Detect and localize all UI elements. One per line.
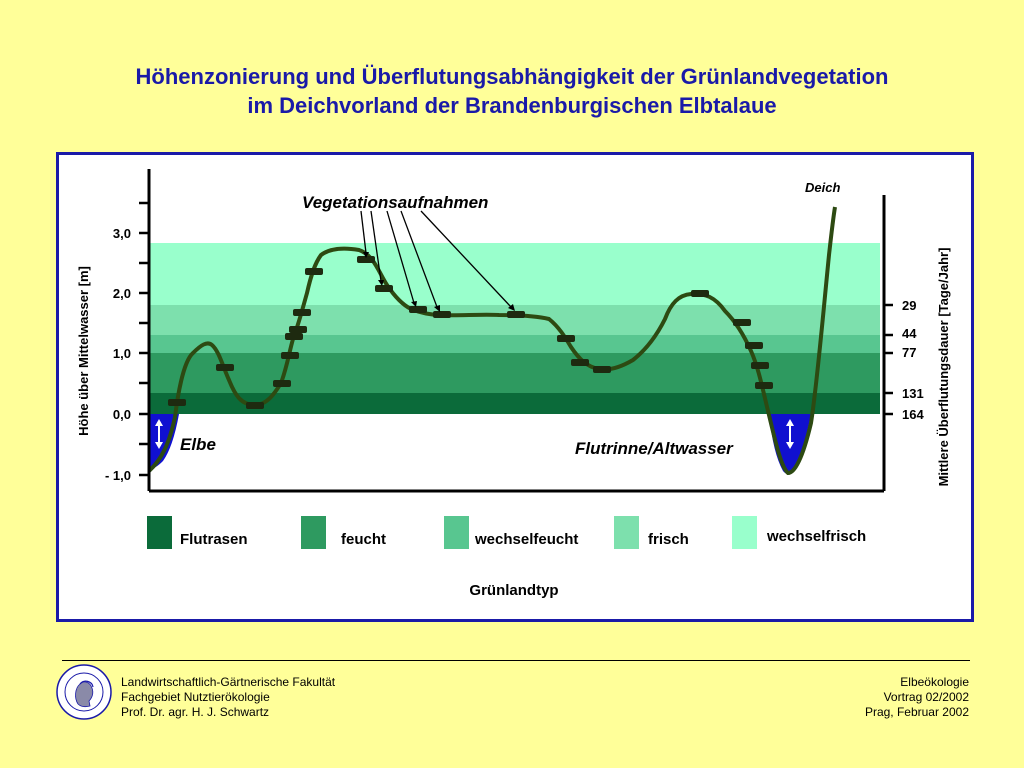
course-name: Elbeökologie [900,675,969,689]
sample-marker [289,326,307,333]
sample-marker [285,333,303,340]
annotation-label: Vegetationsaufnahmen [302,193,488,212]
author-name: Prof. Dr. agr. H. J. Schwartz [121,705,270,719]
lecture-id: Vortrag 02/2002 [883,690,969,704]
elbe-label: Elbe [180,435,216,454]
band-wechselfrisch [149,243,880,305]
y-tick-label: 1,0 [113,346,131,361]
sample-marker [755,382,773,389]
right-tick-label: 164 [902,407,924,422]
sample-marker [281,352,299,359]
footer-divider [62,660,970,661]
legend-label: frisch [648,531,689,548]
legend-label: feucht [341,531,386,548]
altwasser-label: Flutrinne/Altwasser [575,439,734,458]
legend-swatch-flutrasen [147,516,172,549]
footer-right: Elbeökologie Vortrag 02/2002 Prag, Febru… [865,675,969,720]
legend-swatch-frisch [614,516,639,549]
right-tick-label: 131 [902,386,924,401]
diagram-panel: 3,0 2,0 1,0 0,0 - 1,0 Höhe über Mittelwa… [56,152,974,622]
sample-marker [433,311,451,318]
sample-marker [357,256,375,263]
annotation-arrows [360,210,515,312]
elbe-double-arrow-icon [155,419,163,449]
title-line-1: Höhenzonierung und Überflutungsabhängigk… [135,64,889,89]
y-tick-label: 0,0 [113,407,131,422]
legend-swatch-feucht [301,516,326,549]
title-line-2: im Deichvorland der Brandenburgischen El… [247,93,777,118]
sample-marker [273,380,291,387]
footer-left: Landwirtschaftlich-Gärtnerische Fakultät… [121,675,335,720]
sample-marker [691,290,709,297]
diagram-svg: 3,0 2,0 1,0 0,0 - 1,0 Höhe über Mittelwa… [76,169,951,599]
legend-swatch-wechselfeucht [444,516,469,549]
sample-marker [246,402,264,409]
place-date: Prag, Februar 2002 [864,705,969,719]
legend-label: Flutrasen [180,531,248,548]
legend: Flutrasen feucht wechselfeucht frisch we… [147,516,866,549]
sample-marker [409,306,427,313]
right-axis [882,195,893,491]
y-axis-label: Höhe über Mittelwasser [m] [76,266,91,436]
sample-marker [733,319,751,326]
legend-label: wechselfeucht [474,531,578,548]
sample-marker [216,364,234,371]
department-name: Fachgebiet Nutztierökologie [121,690,270,704]
sample-marker [293,309,311,316]
sample-marker [751,362,769,369]
sample-markers [168,256,773,409]
legend-swatch-wechselfrisch [732,516,757,549]
university-seal-logo [56,664,112,720]
sample-marker [507,311,525,318]
right-tick-label: 29 [902,298,916,313]
right-tick-label: 44 [902,326,917,341]
band-wechselfeucht [149,335,880,353]
sample-marker [571,359,589,366]
sample-marker [557,335,575,342]
right-axis-label: Mittlere Überflutungsdauer [Tage/Jahr] [936,248,951,487]
right-tick-label: 77 [902,345,916,360]
altwasser-double-arrow-icon [786,419,794,449]
deich-label: Deich [805,180,840,195]
sample-marker [305,268,323,275]
x-axis-label: Grünlandtyp [469,582,558,599]
legend-label: wechselfrisch [766,528,866,545]
y-tick-label: - 1,0 [105,468,131,483]
page-title: Höhenzonierung und Überflutungsabhängigk… [0,62,1024,120]
sample-marker [375,285,393,292]
terrain-profile-line [149,206,837,476]
sample-marker [593,366,611,373]
faculty-name: Landwirtschaftlich-Gärtnerische Fakultät [121,675,336,689]
sample-marker [745,342,763,349]
band-flutrasen [149,393,880,414]
sample-marker [168,399,186,406]
y-tick-label: 3,0 [113,226,131,241]
y-tick-label: 2,0 [113,286,131,301]
left-axis [139,169,884,493]
